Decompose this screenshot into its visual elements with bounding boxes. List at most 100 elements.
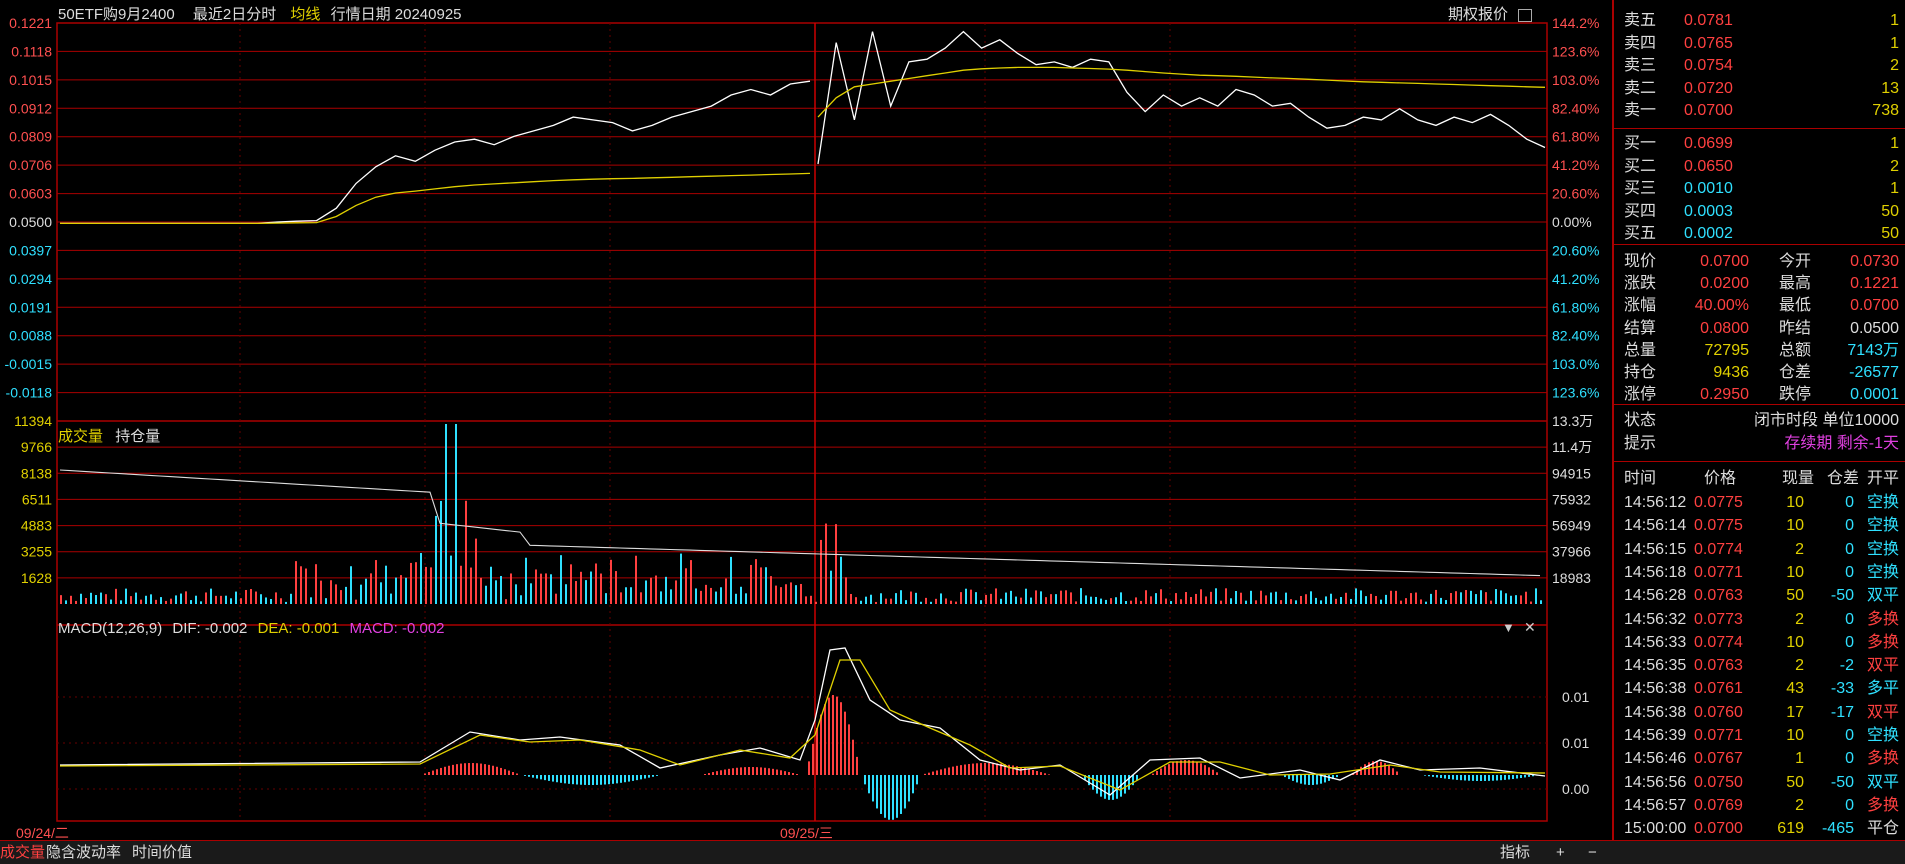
macd-bar [524, 775, 526, 776]
right-tick-label: 123.6% [1552, 385, 1599, 401]
stat-row: 结算 0.0800 昨结 0.0500 [1624, 318, 1899, 340]
macd-bar [1304, 775, 1306, 785]
volume-bar [195, 595, 197, 604]
volume-bar [1210, 591, 1212, 604]
volume-bar [990, 593, 992, 604]
tick-row: 14:56:18 0.0771 10 0 空换 [1624, 562, 1899, 584]
volume-bar [395, 577, 397, 604]
macd-bar [880, 775, 882, 814]
quote-button[interactable]: 期权报价 [1448, 3, 1533, 24]
stat-value: -26577 [1849, 364, 1899, 381]
hint-label: 提示 [1624, 435, 1657, 452]
volume-bar [930, 601, 932, 604]
stat-value: 0.0200 [1700, 275, 1749, 293]
tick-qty: 50 [1786, 587, 1804, 605]
volume-bar [1065, 590, 1067, 604]
tab-time-value[interactable]: 时间价值 [132, 844, 193, 861]
volume-bar [260, 594, 262, 604]
tick-time: 14:56:39 [1624, 727, 1687, 744]
tick-qty: 50 [1786, 773, 1804, 791]
volume-bar [1010, 590, 1012, 604]
macd-bar [756, 767, 758, 775]
stat-value: 72795 [1704, 341, 1750, 359]
volume-bar [1365, 596, 1367, 604]
volume-bar [1015, 596, 1017, 604]
tick-time: 14:56:33 [1624, 633, 1687, 651]
volume-bar [1235, 590, 1237, 604]
macd-tick-label: 0.01 [1562, 689, 1589, 705]
volume-bar [1395, 590, 1397, 604]
right-tick-label: 0.00% [1552, 214, 1592, 230]
volume-bar [1120, 592, 1122, 604]
tick-time: 15:00:00 [1624, 820, 1687, 838]
volume-bar [65, 600, 67, 604]
volume-bar [585, 580, 587, 604]
macd-bar [988, 763, 990, 775]
stat-label: 今开 [1779, 253, 1812, 270]
volume-bar [465, 500, 467, 604]
macd-bar [1020, 767, 1022, 775]
x-tick-label: 09/24/二 [16, 825, 69, 841]
volume-bar [120, 600, 122, 604]
macd-bar [732, 768, 734, 775]
window-icon[interactable] [1518, 8, 1533, 22]
bid-label: 买五 [1624, 225, 1657, 242]
volume-bar [710, 587, 712, 604]
macd-bar [1000, 763, 1002, 775]
volume-bar [1330, 593, 1332, 604]
bid-qty: 50 [1881, 202, 1899, 220]
tick-oi-change: -50 [1830, 773, 1854, 791]
zoom-in-button[interactable]: + [1556, 844, 1565, 861]
volume-bar [1305, 594, 1307, 604]
macd-dropdown-icon[interactable]: ▼ [1502, 620, 1515, 635]
left-tick-label: 0.0809 [9, 129, 52, 145]
volume-bar [115, 588, 117, 604]
macd-bar [1440, 775, 1442, 778]
volume-bar [640, 592, 642, 604]
macd-bar [564, 775, 566, 784]
macd-bar [448, 765, 450, 775]
tick-type: 空换 [1866, 540, 1899, 558]
volume-bar [845, 577, 847, 604]
macd-bar [1324, 775, 1326, 783]
volume-bar [560, 555, 562, 604]
volume-bar [805, 596, 807, 604]
bid-label: 买三 [1624, 180, 1657, 197]
macd-bar [768, 768, 770, 775]
ask-row: 卖三 0.0754 2 [1624, 55, 1899, 77]
volume-bar [400, 575, 402, 604]
macd-bar [584, 775, 586, 785]
volume-tick-label: 9766 [21, 439, 52, 455]
right-tick-label: 103.0% [1552, 356, 1599, 372]
volume-bar [1040, 591, 1042, 604]
tab-iv[interactable]: 隐含波动率 [46, 844, 122, 861]
tick-price: 0.0761 [1694, 680, 1743, 698]
stat-label: 涨跌 [1624, 275, 1657, 293]
volume-bar [485, 585, 487, 604]
macd-bar [824, 704, 826, 775]
macd-bar [556, 775, 558, 783]
quote-panel: 卖五 0.0781 1 卖四 0.0765 1 卖三 0.0754 2 卖二 0.0720 13 卖一 0… [1612, 0, 1905, 863]
macd-close-icon[interactable]: ✕ [1524, 619, 1536, 635]
macd-bar [984, 763, 986, 775]
volume-bar [790, 582, 792, 604]
ticks-header-cell: 仓差 [1826, 470, 1859, 487]
volume-bar [580, 571, 582, 604]
volume-bar [775, 585, 777, 604]
tab-volume[interactable]: 成交量 [0, 844, 46, 861]
macd-bar [1452, 775, 1454, 780]
volume-bar [910, 591, 912, 604]
volume-bar [1030, 597, 1032, 604]
volume-bar [1345, 592, 1347, 604]
macd-bar [512, 772, 514, 775]
intraday-chart[interactable]: 0.1221 0.1118 0.1015 0.0912 0.0809 0.0706 0.06… [0, 0, 1610, 863]
macd-bar [1196, 761, 1198, 775]
volume-bar [1205, 596, 1207, 604]
zoom-out-button[interactable]: − [1588, 844, 1597, 861]
macd-bar [712, 772, 714, 775]
indicator-button[interactable]: 指标 [1500, 844, 1531, 861]
macd-bar [428, 772, 430, 775]
macd-bar [1496, 775, 1498, 781]
volume-bar [700, 590, 702, 604]
volume-bar [125, 588, 127, 604]
